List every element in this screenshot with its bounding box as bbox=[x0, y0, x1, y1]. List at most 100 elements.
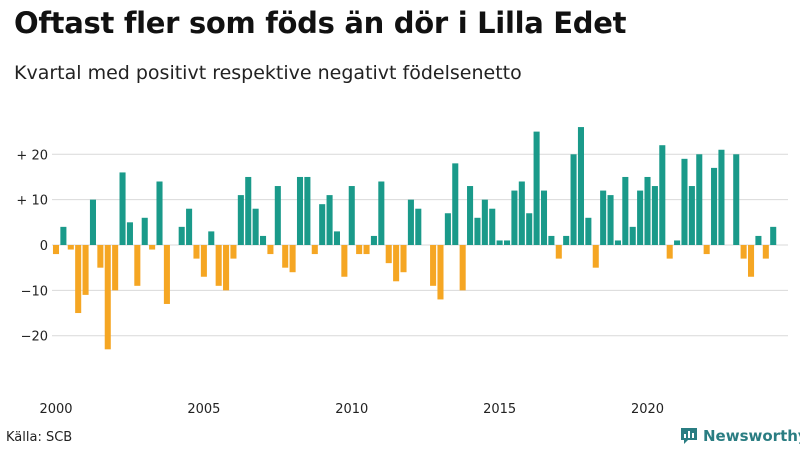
x-axis-labels: 2000 2005 2010 2015 2020 bbox=[39, 402, 664, 417]
bar-positive bbox=[659, 145, 666, 245]
bar-negative bbox=[311, 245, 318, 255]
y-axis-labels: + 20 + 10 0 −10 −20 bbox=[16, 148, 48, 344]
bar-negative bbox=[149, 245, 156, 250]
bar-negative bbox=[267, 245, 274, 255]
bar-negative bbox=[163, 245, 170, 304]
bar-positive bbox=[607, 195, 614, 245]
x-tick-label: 2005 bbox=[187, 402, 220, 417]
bar-negative bbox=[134, 245, 141, 286]
bar-negative bbox=[215, 245, 222, 286]
bar-negative bbox=[762, 245, 769, 259]
bars bbox=[52, 127, 777, 350]
bar-positive bbox=[533, 131, 540, 245]
y-tick-label: + 10 bbox=[16, 194, 48, 209]
bar-negative bbox=[356, 245, 363, 255]
bar-negative bbox=[430, 245, 437, 286]
bar-positive bbox=[326, 195, 333, 245]
bar-positive bbox=[60, 226, 67, 245]
bar-negative bbox=[703, 245, 710, 255]
bar-negative bbox=[223, 245, 230, 291]
chart-title: Oftast fler som föds än dör i Lilla Edet bbox=[14, 6, 627, 40]
bar-positive bbox=[452, 163, 459, 245]
bar-negative bbox=[230, 245, 237, 259]
bar-positive bbox=[504, 240, 511, 245]
source-note: Källa: SCB bbox=[6, 430, 73, 445]
brand-name: Newsworthy bbox=[703, 427, 800, 445]
bar-positive bbox=[407, 199, 414, 245]
bar-positive bbox=[370, 235, 377, 245]
bar-positive bbox=[696, 154, 703, 245]
bar-positive bbox=[378, 181, 385, 245]
bar-negative bbox=[437, 245, 444, 300]
x-tick-label: 2000 bbox=[39, 402, 72, 417]
bar-positive bbox=[577, 127, 584, 245]
bar-negative bbox=[282, 245, 289, 268]
bar-positive bbox=[526, 213, 533, 245]
bar-positive bbox=[304, 176, 311, 245]
bar-positive bbox=[681, 158, 688, 245]
bar-negative bbox=[104, 245, 111, 350]
bar-positive bbox=[637, 190, 644, 245]
y-tick-label: −20 bbox=[21, 330, 48, 345]
x-tick-label: 2015 bbox=[483, 402, 516, 417]
brand-logo: Newsworthy bbox=[680, 427, 800, 445]
bar-positive bbox=[600, 190, 607, 245]
bar-negative bbox=[75, 245, 82, 314]
bar-positive bbox=[348, 186, 355, 245]
bar-negative bbox=[341, 245, 348, 277]
bar-positive bbox=[688, 186, 695, 245]
bar-positive bbox=[651, 186, 658, 245]
bar-negative bbox=[193, 245, 200, 259]
bar-positive bbox=[770, 226, 777, 245]
bar-negative bbox=[363, 245, 370, 255]
bar-positive bbox=[511, 190, 518, 245]
bar-positive bbox=[614, 240, 621, 245]
bar-positive bbox=[496, 240, 503, 245]
bar-positive bbox=[178, 226, 185, 245]
bar-positive bbox=[718, 149, 725, 245]
bar-positive bbox=[415, 208, 422, 245]
bar-negative bbox=[385, 245, 392, 264]
bar-positive bbox=[333, 231, 340, 245]
bar-positive bbox=[245, 176, 252, 245]
bar-positive bbox=[733, 154, 740, 245]
bar-positive bbox=[141, 217, 148, 245]
bar-positive bbox=[548, 235, 555, 245]
y-tick-label: + 20 bbox=[16, 148, 48, 163]
bar-negative bbox=[666, 245, 673, 259]
newsworthy-logo-icon bbox=[681, 428, 697, 444]
bar-negative bbox=[740, 245, 747, 259]
bar-positive bbox=[674, 240, 681, 245]
bar-positive bbox=[563, 235, 570, 245]
bar-positive bbox=[156, 181, 163, 245]
x-tick-label: 2020 bbox=[631, 402, 664, 417]
bar-positive bbox=[119, 172, 126, 245]
grid-lines bbox=[52, 153, 788, 337]
bar-negative bbox=[112, 245, 119, 291]
bar-negative bbox=[200, 245, 207, 277]
bar-positive bbox=[274, 186, 281, 245]
y-tick-label: −10 bbox=[21, 284, 48, 299]
bar-positive bbox=[208, 231, 215, 245]
bar-negative bbox=[592, 245, 599, 268]
bar-positive bbox=[237, 195, 244, 245]
bar-positive bbox=[489, 208, 496, 245]
bar-positive bbox=[474, 217, 481, 245]
bar-positive bbox=[755, 235, 762, 245]
y-tick-label: 0 bbox=[40, 239, 48, 254]
bar-positive bbox=[260, 235, 267, 245]
bar-negative bbox=[82, 245, 89, 295]
bar-negative bbox=[748, 245, 755, 277]
bar-positive bbox=[296, 176, 304, 245]
bar-negative bbox=[52, 245, 60, 255]
bar-negative bbox=[97, 245, 104, 268]
bar-negative bbox=[289, 245, 296, 273]
bar-positive bbox=[252, 208, 259, 245]
bar-negative bbox=[555, 245, 562, 259]
bar-positive bbox=[644, 176, 651, 245]
bar-positive bbox=[585, 217, 592, 245]
bar-positive bbox=[622, 176, 629, 245]
bar-positive bbox=[711, 167, 718, 245]
bar-positive bbox=[629, 226, 636, 245]
